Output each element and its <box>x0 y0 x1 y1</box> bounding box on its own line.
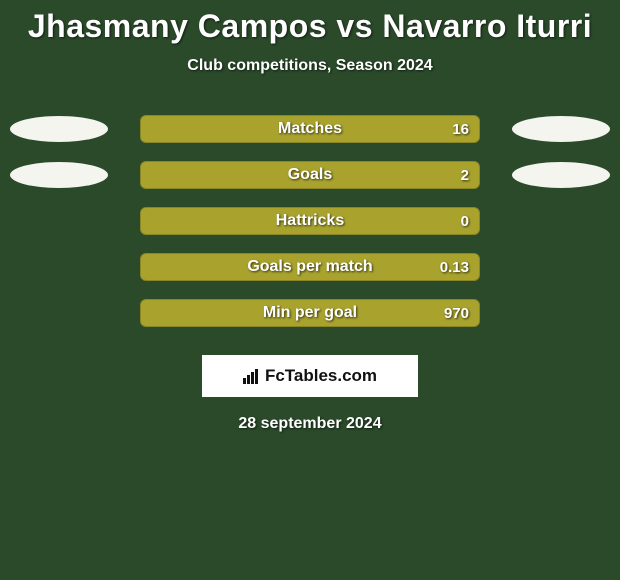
stat-bar: Goals per match 0.13 <box>140 253 480 281</box>
stat-row: Matches 16 <box>0 115 620 143</box>
stat-value: 0 <box>461 213 469 230</box>
stat-label: Hattricks <box>276 212 344 230</box>
stat-value: 16 <box>452 121 469 138</box>
stat-row: Hattricks 0 <box>0 207 620 235</box>
stat-bar: Min per goal 970 <box>140 299 480 327</box>
stat-value: 2 <box>461 167 469 184</box>
brand-badge: FcTables.com <box>202 355 418 397</box>
stats-list: Matches 16 Goals 2 Hattricks 0 Goals per… <box>0 115 620 327</box>
player-left-marker <box>10 116 108 142</box>
date-label: 28 september 2024 <box>0 415 620 433</box>
brand-label: FcTables.com <box>243 366 377 386</box>
stat-label: Matches <box>278 120 342 138</box>
stat-bar: Goals 2 <box>140 161 480 189</box>
stat-row: Goals 2 <box>0 161 620 189</box>
stat-label: Goals per match <box>247 258 372 276</box>
bar-chart-icon <box>243 368 261 384</box>
stat-label: Goals <box>288 166 332 184</box>
stat-bar: Hattricks 0 <box>140 207 480 235</box>
stat-value: 970 <box>444 305 469 322</box>
stat-bar: Matches 16 <box>140 115 480 143</box>
stat-value: 0.13 <box>440 259 469 276</box>
brand-text: FcTables.com <box>265 366 377 386</box>
stat-row: Min per goal 970 <box>0 299 620 327</box>
player-right-marker <box>512 162 610 188</box>
page-title: Jhasmany Campos vs Navarro Iturri <box>0 8 620 45</box>
stat-row: Goals per match 0.13 <box>0 253 620 281</box>
player-left-marker <box>10 162 108 188</box>
stat-label: Min per goal <box>263 304 357 322</box>
comparison-card: Jhasmany Campos vs Navarro Iturri Club c… <box>0 0 620 433</box>
subtitle: Club competitions, Season 2024 <box>0 57 620 75</box>
player-right-marker <box>512 116 610 142</box>
